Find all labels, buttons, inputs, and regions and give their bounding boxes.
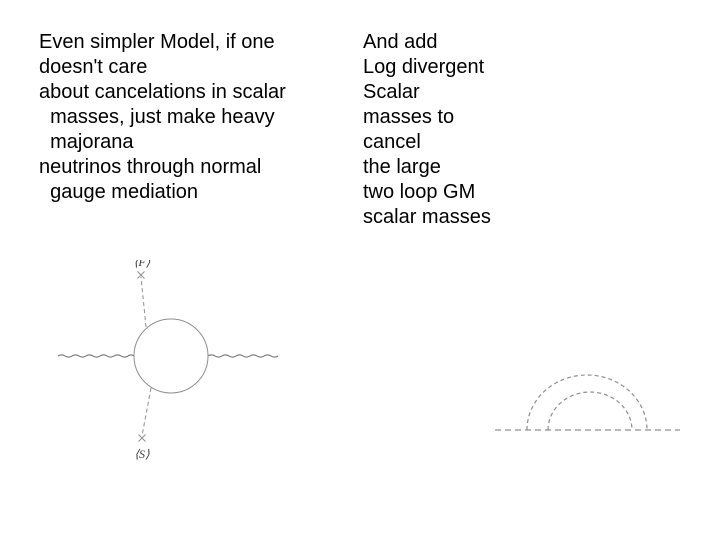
left-text-line: gauge mediation — [39, 180, 339, 205]
right-text-line: cancel — [363, 130, 583, 155]
right-text-line: Scalar — [363, 80, 583, 105]
right-text-line: masses to — [363, 105, 583, 130]
messenger-loop — [134, 319, 208, 393]
right-text-line: Log divergent — [363, 55, 583, 80]
left-text-line: doesn't care — [39, 55, 339, 80]
gauge-mediation-diagram: ⟨F⟩ ⟨S⟩ — [58, 260, 278, 460]
loop-arc-outer — [527, 375, 647, 430]
right-text-line: scalar masses — [363, 205, 583, 230]
vev-label-F: ⟨F⟩ — [134, 260, 151, 269]
slide-root: Even simpler Model, if onedoesn't careab… — [0, 0, 720, 540]
vev-insertion-bottom — [142, 388, 151, 436]
left-text-block: Even simpler Model, if onedoesn't careab… — [39, 30, 339, 205]
left-text-line: neutrinos through normal — [39, 155, 339, 180]
cross-icon-bottom — [139, 435, 146, 442]
right-text-line: the large — [363, 155, 583, 180]
two-loop-arc-diagram — [495, 335, 680, 455]
right-text-line: And add — [363, 30, 583, 55]
right-text-block: And addLog divergentScalar masses to can… — [363, 30, 583, 230]
loop-arc-inner — [548, 392, 632, 430]
vev-label-S: ⟨S⟩ — [134, 447, 150, 460]
gauge-line-right — [208, 355, 278, 357]
gauge-line-left — [58, 355, 134, 357]
left-text-line: about cancelations in scalar — [39, 80, 339, 105]
left-text-line: masses, just make heavy — [39, 105, 339, 130]
right-text-line: two loop GM — [363, 180, 583, 205]
left-text-line: majorana — [39, 130, 339, 155]
vev-insertion-top — [141, 277, 146, 327]
left-text-line: Even simpler Model, if one — [39, 30, 339, 55]
